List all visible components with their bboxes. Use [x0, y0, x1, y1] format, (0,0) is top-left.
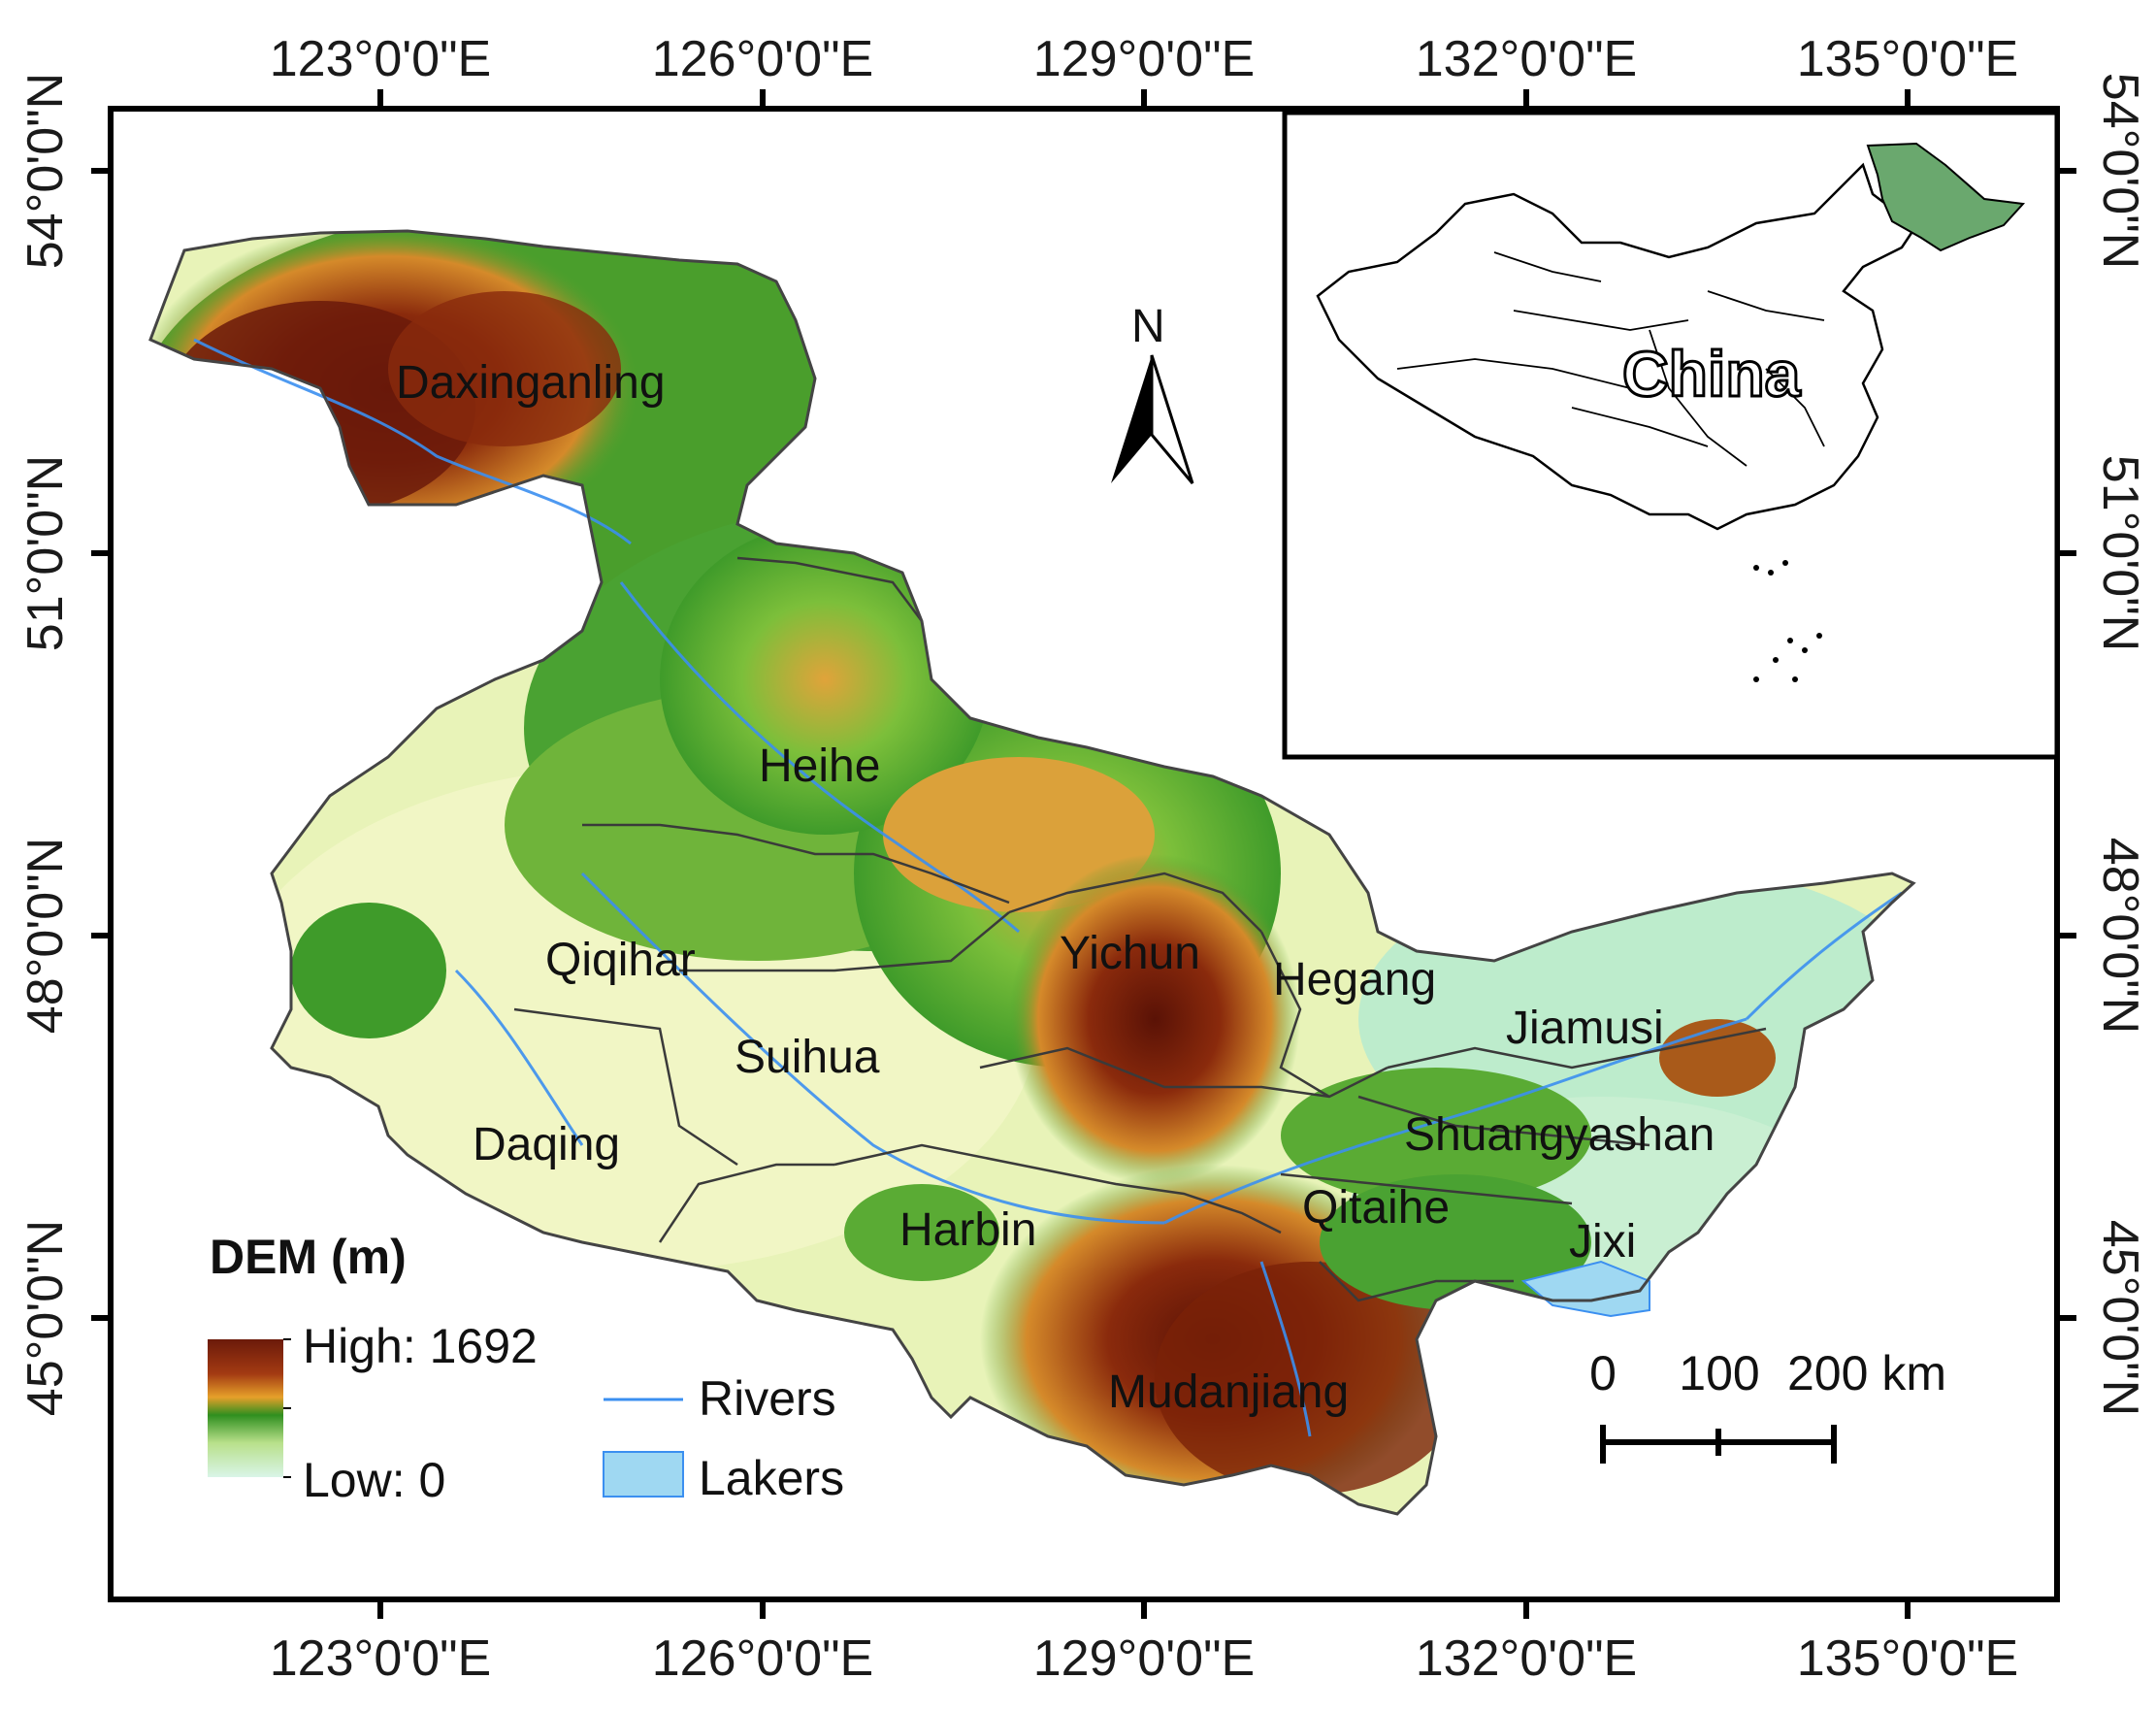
city-boundaries [513, 556, 1767, 1302]
lat-label-left-45: 45°0'0"N [17, 1220, 74, 1416]
label-qitaihe: Qitaihe [1302, 1182, 1450, 1234]
label-jixi: Jixi [1569, 1216, 1636, 1268]
lat-label-right-51: 51°0'0"N [2092, 455, 2148, 651]
legend-high-label: High: 1692 [303, 1319, 538, 1373]
bottom-longitude-ticks [377, 1599, 1911, 1619]
legend-lakes-label: Lakers [699, 1451, 844, 1505]
inset-china-label: China [1622, 338, 1802, 410]
lon-label-top-129: 129°0'0"E [1033, 31, 1255, 87]
lat-label-left-48: 48°0'0"N [17, 838, 74, 1034]
label-yichun: Yichun [1060, 928, 1200, 979]
label-daqing: Daqing [473, 1119, 620, 1170]
left-latitude-labels: 54°0'0"N 51°0'0"N 48°0'0"N 45°0'0"N [17, 73, 74, 1416]
label-harbin: Harbin [899, 1204, 1036, 1256]
lon-label-bottom-132: 132°0'0"E [1416, 1630, 1637, 1687]
north-arrow-label: N [1131, 301, 1165, 352]
lon-label-bottom-135: 135°0'0"E [1797, 1630, 2018, 1687]
lon-label-bottom-126: 126°0'0"E [652, 1630, 873, 1687]
lon-label-top-132: 132°0'0"E [1416, 31, 1637, 87]
legend-rivers-label: Rivers [699, 1371, 836, 1426]
scale-label-0: 0 [1589, 1346, 1617, 1400]
lon-label-top-135: 135°0'0"E [1797, 31, 2018, 87]
top-longitude-ticks [377, 89, 1911, 109]
lat-label-left-51: 51°0'0"N [17, 455, 74, 651]
lake-xingkai [1520, 1260, 1650, 1318]
lakes-swatch [603, 1451, 684, 1498]
scale-label-200: 200 km [1787, 1346, 1946, 1400]
lon-label-top-126: 126°0'0"E [652, 31, 873, 87]
legend-low-label: Low: 0 [303, 1453, 445, 1507]
legend-title: DEM (m) [210, 1230, 407, 1284]
china-outline [1316, 162, 1923, 531]
lat-label-left-54: 54°0'0"N [17, 73, 74, 269]
lon-label-top-123: 123°0'0"E [270, 31, 491, 87]
label-daxinganling: Daxinganling [396, 357, 666, 409]
heilongjiang-highlight [1866, 142, 2026, 252]
label-mudanjiang: Mudanjiang [1108, 1366, 1349, 1418]
lat-label-right-54: 54°0'0"N [2092, 73, 2148, 269]
label-jiamusi: Jiamusi [1506, 1003, 1664, 1054]
lon-label-bottom-129: 129°0'0"E [1033, 1630, 1255, 1687]
province-outline [148, 229, 1916, 1516]
lat-label-right-45: 45°0'0"N [2092, 1220, 2148, 1416]
scale-bar: 0 100 200 km [1589, 1346, 1946, 1464]
right-latitude-labels: 54°0'0"N 51°0'0"N 48°0'0"N 45°0'0"N [2092, 73, 2148, 1416]
left-latitude-ticks [91, 168, 111, 1321]
top-longitude-labels: 123°0'0"E 126°0'0"E 129°0'0"E 132°0'0"E … [270, 31, 2018, 87]
label-qiqihar: Qiqihar [545, 935, 696, 986]
bottom-longitude-labels: 123°0'0"E 126°0'0"E 129°0'0"E 132°0'0"E … [270, 1630, 2018, 1687]
scale-label-100: 100 [1679, 1346, 1759, 1400]
lat-label-right-48: 48°0'0"N [2092, 838, 2148, 1034]
label-hegang: Hegang [1273, 954, 1436, 1005]
legend: DEM (m) High: 1692 Low: 0 Rivers Lakers [208, 1230, 844, 1507]
label-heihe: Heihe [759, 741, 880, 792]
city-labels: Daxinganling Heihe Qiqihar Yichun Hegang… [396, 357, 1715, 1418]
right-latitude-ticks [2057, 168, 2076, 1321]
dem-color-ramp [208, 1339, 283, 1477]
inset-china-map: China [1282, 110, 2060, 760]
north-arrow: N [1111, 301, 1194, 484]
label-shuangyashan: Shuangyashan [1404, 1109, 1715, 1161]
label-suihua: Suihua [735, 1032, 880, 1083]
map-frame [108, 106, 2060, 1602]
lon-label-bottom-123: 123°0'0"E [270, 1630, 491, 1687]
